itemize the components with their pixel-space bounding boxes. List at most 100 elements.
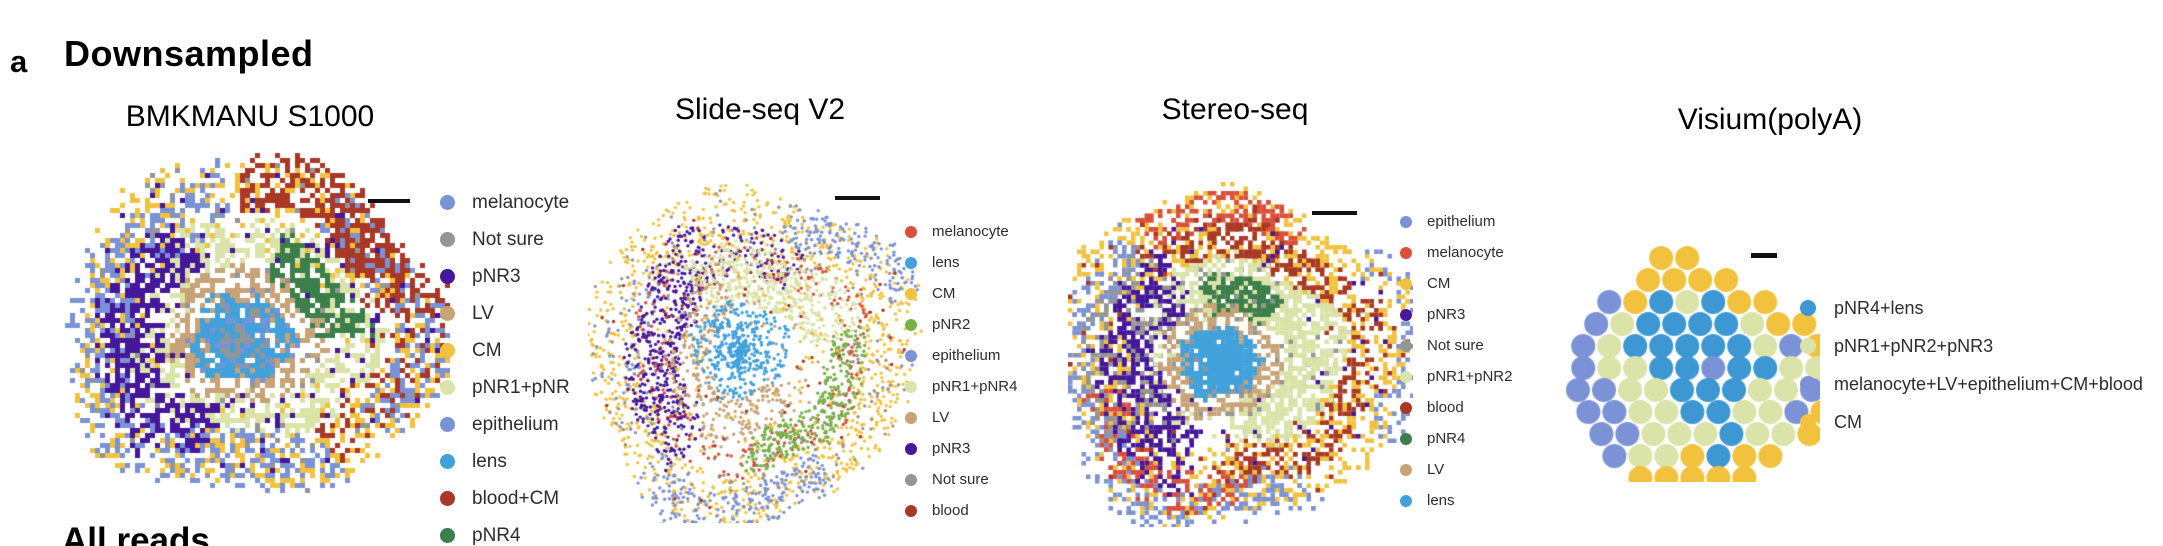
legend-swatch-icon	[440, 491, 455, 506]
legend-swatch-icon	[905, 442, 917, 455]
panel-title-stereoseq: Stereo-seq	[1161, 93, 1309, 126]
legend-item: epithelium	[1400, 206, 1512, 237]
legend-item: pNR1+pNR	[440, 369, 570, 406]
legend-label: CM	[1834, 411, 1862, 432]
legend-swatch-icon	[1400, 463, 1412, 476]
legend-label: lens	[932, 254, 960, 271]
legend-swatch-icon	[1800, 338, 1816, 354]
legend-label: pNR1+pNR	[472, 376, 570, 398]
legend-item: CM	[905, 278, 1017, 309]
legend-item: pNR1+pNR4	[905, 371, 1017, 402]
legend-item: LV	[905, 402, 1017, 433]
scale-bar	[1312, 211, 1357, 215]
legend-label: epithelium	[1427, 213, 1496, 230]
legend-swatch-icon	[905, 256, 917, 269]
figure-label: a	[10, 44, 28, 79]
legend-swatch-icon	[1400, 432, 1412, 445]
legend-swatch-icon	[1400, 308, 1412, 321]
legend-swatch-icon	[905, 380, 917, 393]
legend-swatch-icon	[440, 528, 455, 543]
legend-swatch-icon	[440, 195, 455, 210]
legend-item: pNR2	[905, 309, 1017, 340]
legend-swatch-icon	[1800, 376, 1816, 392]
legend-label: melanocyte	[1427, 244, 1504, 261]
legend-item: pNR1+pNR2	[1400, 361, 1512, 392]
panel-title-slideseq: Slide-seq V2	[674, 93, 846, 126]
row-heading-all-reads-clipped: All reads	[62, 521, 210, 546]
legend-label: melanocyte+LV+epithelium+CM+blood	[1834, 373, 2143, 394]
legend-label: pNR4	[472, 524, 521, 546]
legend-swatch-icon	[440, 343, 455, 358]
legend-item: melanocyte	[440, 184, 570, 221]
legend-swatch-icon	[1400, 215, 1412, 228]
legend-label: pNR1+pNR4	[932, 378, 1018, 395]
scatter-plot-bmkmanu	[55, 148, 450, 513]
legend-swatch-icon	[440, 306, 455, 321]
legend-item: blood+CM	[440, 480, 570, 517]
legend-item: blood	[1400, 392, 1512, 423]
legend-item: pNR1+pNR2+pNR3	[1800, 327, 2143, 365]
legend-label: blood	[932, 502, 969, 519]
legend-label: pNR2	[932, 316, 971, 333]
legend-label: blood+CM	[472, 487, 560, 509]
legend-swatch-icon	[1400, 339, 1412, 352]
legend-swatch-icon	[440, 417, 455, 432]
legend-item: epithelium	[440, 406, 570, 443]
legend-item: pNR3	[1400, 299, 1512, 330]
legend-label: pNR4	[1427, 430, 1466, 447]
panel-title-bmkmanu: BMKMANU S1000	[125, 100, 375, 133]
legend-item: Not sure	[905, 464, 1017, 495]
legend-swatch-icon	[1400, 370, 1412, 383]
legend-label: pNR3	[472, 265, 521, 287]
spot-plot-visium	[1560, 232, 1820, 482]
legend-item: CM	[440, 332, 570, 369]
panel-title-visium: Visium(polyA)	[1677, 103, 1863, 136]
legend-item: Not sure	[440, 221, 570, 258]
legend-swatch-icon	[1400, 277, 1412, 290]
legend-swatch-icon	[905, 504, 917, 517]
legend-label: Not sure	[472, 228, 544, 250]
legend-item: pNR4	[440, 517, 570, 546]
scatter-plot-stereoseq	[1068, 182, 1413, 527]
legend-label: pNR1+pNR2+pNR3	[1834, 335, 1994, 356]
legend-label: CM	[472, 339, 502, 361]
legend-label: epithelium	[472, 413, 559, 435]
legend-item: CM	[1400, 268, 1512, 299]
legend-item: epithelium	[905, 340, 1017, 371]
legend-label: LV	[1427, 461, 1445, 478]
legend-swatch-icon	[1800, 414, 1816, 430]
legend-item: Not sure	[1400, 330, 1512, 361]
legend-item: melanocyte+LV+epithelium+CM+blood	[1800, 365, 2143, 403]
legend-visium: pNR4+lens pNR1+pNR2+pNR3 melanocyte+LV+epi…	[1800, 289, 2143, 441]
legend-swatch-icon	[1400, 494, 1412, 507]
legend-label: pNR3	[1427, 306, 1466, 323]
legend-swatch-icon	[440, 232, 455, 247]
legend-item: lens	[905, 247, 1017, 278]
legend-item: pNR3	[440, 258, 570, 295]
legend-label: LV	[932, 409, 950, 426]
legend-item: melanocyte	[905, 216, 1017, 247]
legend-swatch-icon	[440, 269, 455, 284]
legend-item: lens	[1400, 485, 1512, 516]
legend-swatch-icon	[440, 380, 455, 395]
legend-swatch-icon	[905, 349, 917, 362]
legend-label: melanocyte	[472, 191, 570, 213]
legend-swatch-icon	[440, 454, 455, 469]
legend-label: epithelium	[932, 347, 1001, 364]
legend-label: blood	[1427, 399, 1464, 416]
row-heading-downsampled: Downsampled	[64, 33, 314, 74]
scale-bar	[1751, 253, 1777, 258]
legend-swatch-icon	[1800, 300, 1816, 316]
legend-swatch-icon	[905, 473, 917, 486]
legend-label: pNR4+lens	[1834, 297, 1924, 318]
legend-item: lens	[440, 443, 570, 480]
legend-item: LV	[440, 295, 570, 332]
legend-item: melanocyte	[1400, 237, 1512, 268]
scatter-plot-slideseq	[588, 178, 923, 523]
legend-label: CM	[1427, 275, 1451, 292]
legend-swatch-icon	[1400, 246, 1412, 259]
legend-stereoseq: epithelium melanocyte CM pNR3 Not sure pNR1+p…	[1400, 206, 1512, 516]
legend-item: pNR4+lens	[1800, 289, 2143, 327]
legend-swatch-icon	[1400, 401, 1412, 414]
